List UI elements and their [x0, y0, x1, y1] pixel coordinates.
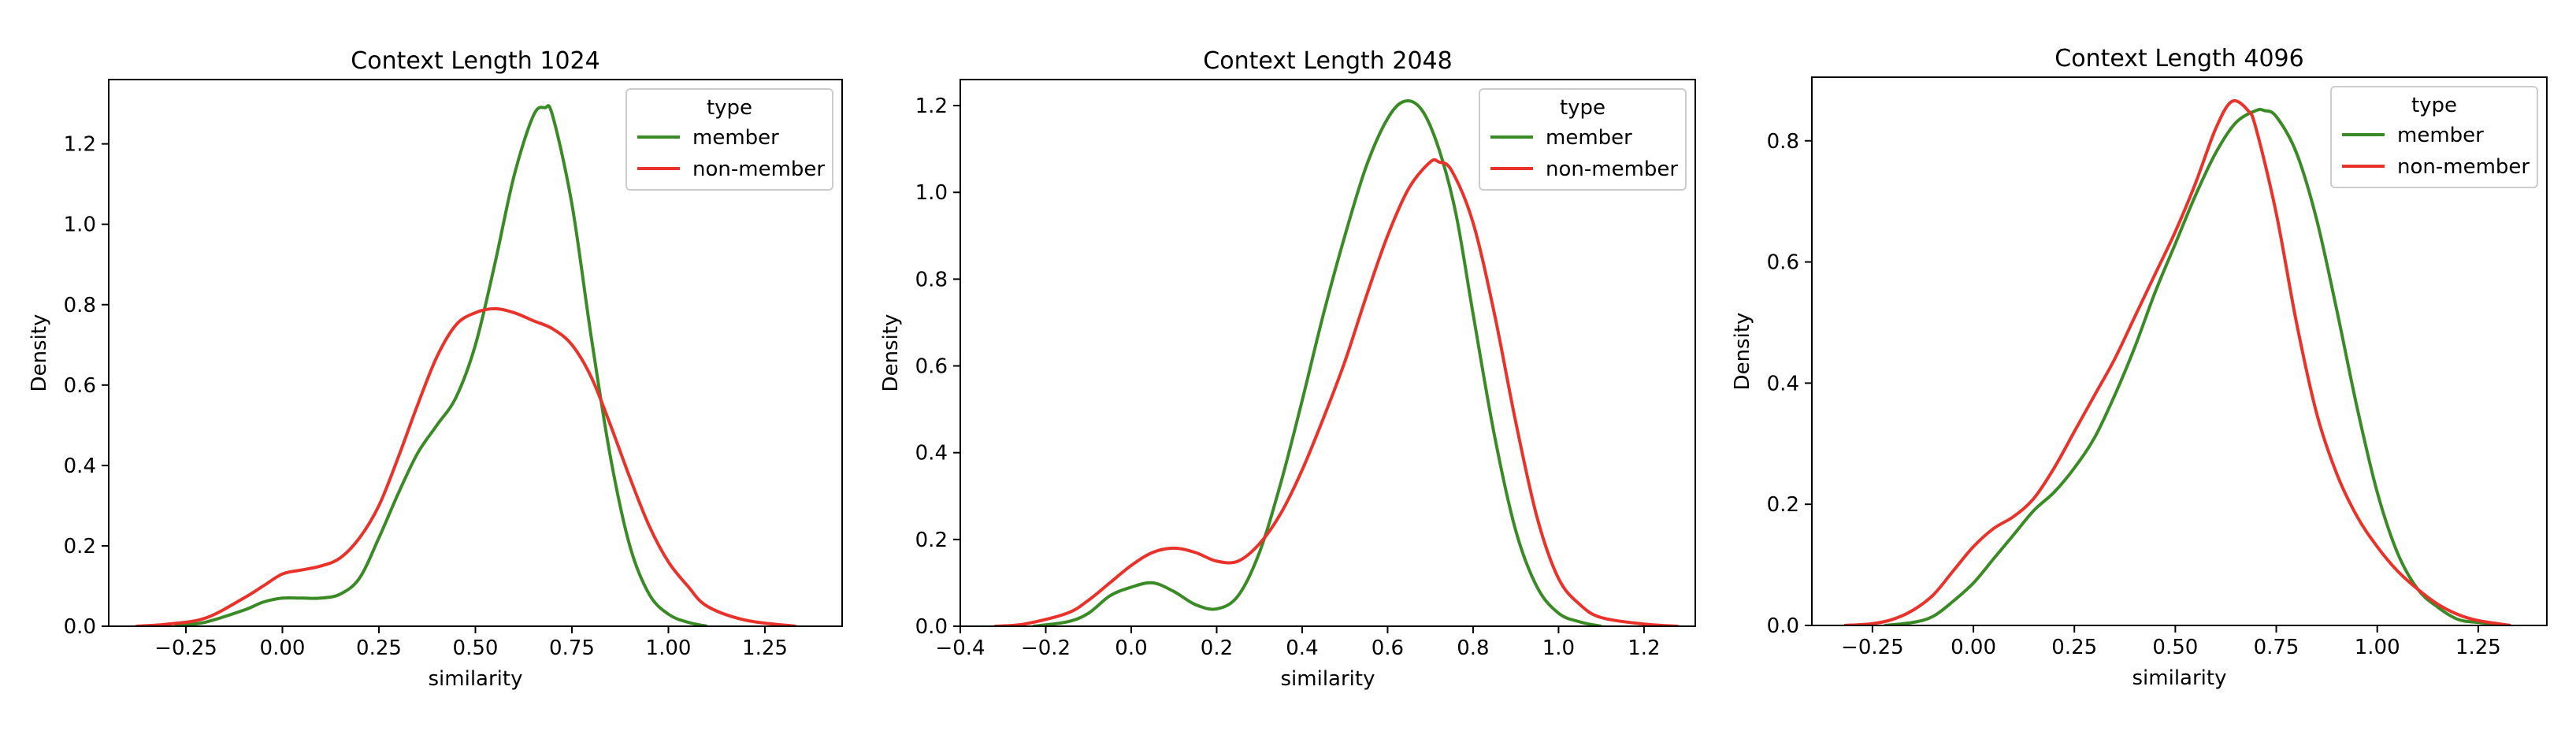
- y-tick-label: 1.0: [915, 181, 948, 205]
- legend: type member non-member: [2330, 86, 2538, 188]
- y-tick-label: 0.4: [64, 455, 96, 478]
- y-tick-label: 1.2: [64, 133, 96, 157]
- x-tick-label: 1.0: [1542, 636, 1575, 660]
- y-axis-label: Density: [28, 314, 51, 392]
- x-tick-label: 1.00: [646, 636, 692, 660]
- x-tick-label: 0.8: [1457, 636, 1489, 660]
- legend-label-non-member: non-member: [2397, 155, 2530, 179]
- x-tick-label: 0.25: [356, 636, 402, 660]
- y-tick-label: 1.2: [915, 95, 948, 118]
- chart-panel-2: −0.4 −0.2 0.0 0.2 0.4 0.6 0.8 1.0 1.2 0.0 0.2 0.4 0.…: [879, 47, 1696, 691]
- y-tick-label: 0.0: [915, 615, 948, 639]
- y-tick-label: 0.2: [1767, 493, 1799, 517]
- x-tick-label: 0.75: [2254, 636, 2299, 659]
- legend-label-member: member: [1546, 126, 1632, 150]
- y-tick-label: 0.4: [915, 442, 948, 466]
- y-tick-label: 0.0: [1767, 614, 1799, 638]
- x-tick-label: 0.6: [1372, 636, 1404, 660]
- series-line-non-member: [994, 158, 1679, 626]
- x-tick-label: 0.75: [549, 636, 595, 660]
- series-line-member: [174, 104, 707, 626]
- y-tick-label: 0.0: [64, 615, 96, 639]
- chart-title: Context Length 1024: [351, 47, 599, 75]
- y-tick-label: 0.6: [915, 355, 948, 379]
- series-line-non-member: [1843, 98, 2511, 625]
- legend: type member non-member: [1479, 88, 1687, 191]
- x-axis-label: similarity: [1281, 667, 1375, 691]
- x-tick-label: 0.00: [1951, 636, 1996, 659]
- x-tick-label: 0.00: [260, 636, 306, 660]
- chart-panel-1: −0.25 0.00 0.25 0.50 0.75 1.00 1.25 0.0 0.2 0.4 0.…: [28, 47, 843, 691]
- x-tick-label: 1.2: [1628, 636, 1660, 660]
- y-tick-label: 0.4: [1767, 372, 1799, 395]
- chart-title: Context Length 4096: [2054, 45, 2303, 72]
- y-tick-label: 0.8: [1767, 130, 1799, 154]
- y-tick-label: 1.0: [64, 213, 96, 237]
- y-tick-label: 0.8: [915, 268, 948, 291]
- x-tick-label: −0.2: [1021, 636, 1071, 660]
- x-axis-label: similarity: [429, 667, 523, 691]
- legend-label-member: member: [2397, 124, 2484, 147]
- legend-label-non-member: non-member: [1546, 158, 1678, 181]
- series-line-member: [1884, 107, 2511, 625]
- series-line-member: [1032, 99, 1602, 626]
- y-tick-label: 0.6: [64, 374, 96, 398]
- legend-title: type: [2411, 94, 2457, 117]
- x-axis-label: similarity: [2132, 666, 2227, 690]
- x-tick-label: 1.00: [2355, 636, 2400, 659]
- legend-title: type: [1560, 96, 1605, 120]
- y-tick-label: 0.2: [915, 529, 948, 552]
- chart-panel-3: −0.25 0.00 0.25 0.50 0.75 1.00 1.25 0.0 0.2 0.4 0.…: [1731, 45, 2548, 690]
- legend: type member non-member: [625, 88, 833, 191]
- legend-frame: [2330, 86, 2538, 188]
- x-tick-label: 0.50: [2152, 636, 2198, 659]
- x-tick-label: 0.4: [1286, 636, 1318, 660]
- legend-title: type: [707, 96, 752, 120]
- chart-title: Context Length 2048: [1203, 47, 1452, 75]
- x-tick-label: 0.0: [1115, 636, 1147, 660]
- plot-area-frame: [1811, 76, 2548, 626]
- y-tick-label: 0.8: [64, 294, 96, 317]
- legend-label-member: member: [692, 126, 779, 150]
- y-tick-label: 0.6: [1767, 251, 1799, 275]
- x-tick-label: −0.25: [1841, 636, 1904, 659]
- x-tick-label: 1.25: [742, 636, 788, 660]
- legend-frame: [625, 88, 833, 191]
- x-tick-label: 0.25: [2051, 636, 2097, 659]
- legend-label-non-member: non-member: [692, 158, 825, 181]
- y-tick-label: 0.2: [64, 535, 96, 558]
- y-axis-label: Density: [879, 314, 903, 392]
- x-tick-label: 1.25: [2455, 636, 2501, 659]
- x-tick-label: −0.4: [935, 636, 985, 660]
- plot-area-frame: [960, 79, 1696, 627]
- x-tick-label: −0.25: [154, 636, 217, 660]
- x-tick-label: 0.50: [453, 636, 499, 660]
- x-tick-label: 0.2: [1201, 636, 1233, 660]
- y-axis-label: Density: [1731, 313, 1754, 391]
- series-line-non-member: [135, 306, 796, 626]
- legend-frame: [1479, 88, 1687, 191]
